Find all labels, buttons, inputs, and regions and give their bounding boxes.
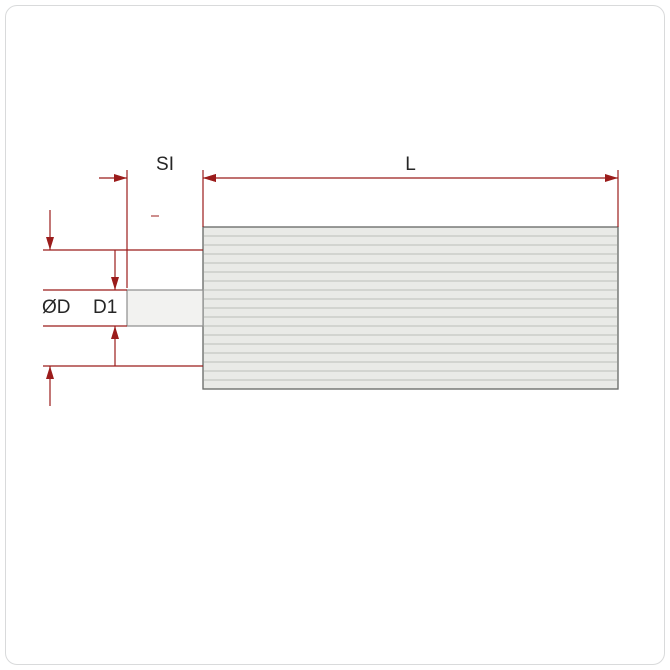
drawing-svg: L SI D1 ØD — [0, 0, 670, 670]
dim-arrow — [111, 326, 119, 339]
dim-arrow — [605, 174, 618, 182]
dim-arrow — [46, 237, 54, 250]
dim-arrow — [111, 277, 119, 290]
dim-label: ØD — [42, 297, 71, 318]
dim-arrow — [46, 366, 54, 379]
dim-arrow — [114, 174, 127, 182]
dim-label: D1 — [93, 297, 117, 318]
shaft — [127, 290, 203, 326]
technical-drawing: { "diagram": { "type": "technical-drawin… — [0, 0, 670, 670]
dim-label: SI — [156, 154, 174, 175]
dim-label: L — [405, 154, 416, 175]
dim-arrow — [203, 174, 216, 182]
